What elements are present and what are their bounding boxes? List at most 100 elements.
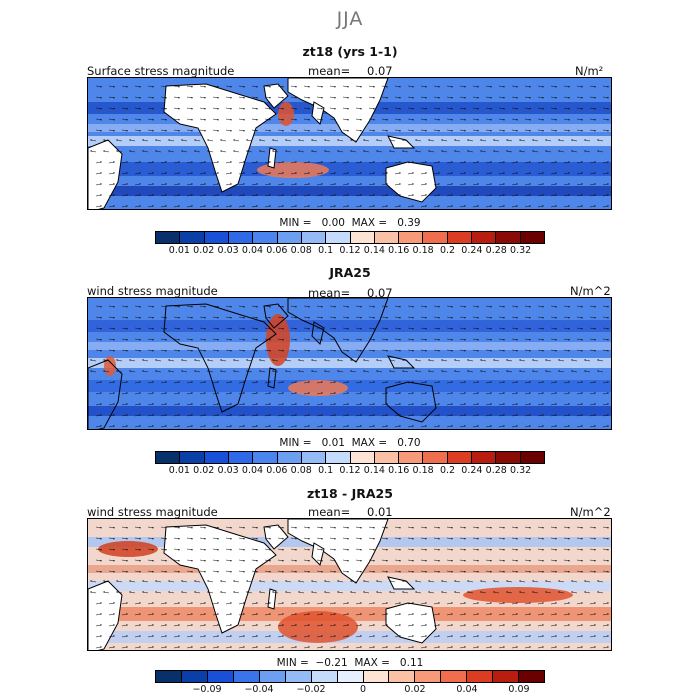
wind-vector: [563, 183, 569, 186]
wind-vector: [381, 559, 387, 562]
wind-vector: [381, 403, 387, 406]
wind-vector-head: [100, 571, 102, 573]
wind-vector: [303, 403, 309, 406]
wind-vector: [381, 414, 387, 417]
wind-vector-head: [399, 317, 401, 319]
wind-vector: [134, 526, 140, 529]
land-asia: [287, 519, 389, 584]
wind-vector-head: [230, 86, 232, 88]
wind-vector: [195, 580, 201, 583]
wind-vector-head: [90, 359, 92, 361]
wind-vector: [303, 338, 309, 341]
panel-2-field-label: wind stress magnitude: [87, 284, 218, 298]
wind-vector-head: [542, 328, 544, 330]
wind-vector-head: [295, 392, 297, 394]
wind-vector: [299, 591, 305, 594]
wind-vector: [390, 139, 396, 142]
wind-vector: [329, 194, 335, 197]
wind-vector-head: [311, 580, 313, 582]
wind-vector-head: [529, 119, 531, 121]
wind-vector: [537, 161, 543, 164]
wind-vector: [290, 107, 296, 110]
wind-vector: [407, 205, 413, 208]
wind-vector-head: [581, 339, 583, 341]
wind-vector-head: [152, 350, 154, 352]
wind-vector: [273, 580, 279, 583]
wind-vector: [485, 205, 491, 208]
wind-vector: [108, 392, 114, 395]
wind-vector-head: [256, 392, 258, 394]
wind-vector: [238, 425, 244, 428]
wind-vector-head: [360, 306, 362, 308]
wind-vector: [524, 172, 530, 175]
wind-vector: [524, 381, 530, 384]
wind-vector-head: [178, 339, 180, 341]
wind-vector-head: [490, 613, 492, 615]
wind-vector-head: [295, 549, 297, 551]
wind-vector: [95, 183, 101, 186]
wind-vector-head: [295, 538, 297, 540]
wind-vector-head: [334, 172, 336, 174]
wind-vector: [329, 316, 335, 319]
wind-vector: [329, 96, 335, 99]
wind-vector: [108, 635, 114, 638]
wind-vector: [394, 327, 400, 330]
wind-vector: [186, 129, 192, 132]
wind-vector: [342, 338, 348, 341]
wind-vector-head: [139, 205, 141, 207]
wind-vector: [238, 548, 244, 551]
panel-2-stats: MIN = 0.01 MAX = 0.70: [279, 437, 421, 449]
wind-vector-head: [152, 306, 154, 308]
wind-vector-head: [337, 591, 339, 593]
wind-vector: [264, 349, 270, 352]
wind-vector-head: [503, 392, 505, 394]
panel-3-map: [87, 518, 612, 651]
wind-vector-head: [311, 591, 313, 593]
wind-vector-head: [321, 635, 323, 637]
wind-vector: [472, 381, 478, 384]
panel-2-map: [87, 297, 612, 430]
wind-vector: [342, 624, 348, 627]
wind-vector: [485, 338, 491, 341]
wind-vector: [446, 129, 452, 132]
wind-vector: [195, 150, 201, 153]
wind-vector: [329, 129, 335, 132]
wind-vector-head: [308, 317, 310, 319]
wind-vector-head: [490, 328, 492, 330]
wind-vector: [121, 96, 127, 99]
wind-vector: [108, 338, 114, 341]
wind-vector-head: [243, 425, 245, 427]
wind-vector: [394, 338, 400, 341]
wind-vector-head: [165, 194, 167, 196]
wind-vector: [186, 537, 192, 540]
wind-vector: [498, 570, 504, 573]
wind-vector-head: [360, 317, 362, 319]
colorbar-tick-label: 0.18: [412, 245, 434, 256]
wind-vector: [338, 580, 344, 583]
wind-vector-head: [373, 602, 375, 604]
wind-vector-head: [126, 527, 128, 529]
wind-vector: [104, 370, 110, 373]
wind-vector-head: [386, 328, 388, 330]
wind-vector-head: [139, 646, 141, 648]
wind-vector: [130, 150, 136, 153]
contour-band: [88, 162, 611, 176]
wind-vector-head: [568, 328, 570, 330]
wind-vector: [199, 381, 205, 384]
wind-vector: [433, 570, 439, 573]
wind-vector: [95, 107, 101, 110]
wind-vector: [368, 118, 374, 121]
wind-vector-head: [204, 635, 206, 637]
wind-vector-head: [191, 108, 193, 110]
wind-vector-head: [282, 613, 284, 615]
wind-vector: [485, 161, 491, 164]
wind-vector: [225, 646, 231, 649]
wind-vector-head: [441, 591, 443, 593]
colorbar-swatch: [204, 452, 229, 463]
wind-vector: [134, 129, 140, 132]
wind-vector: [420, 327, 426, 330]
wind-vector-head: [386, 183, 388, 185]
wind-vector: [134, 646, 140, 649]
wind-vector: [290, 624, 296, 627]
wind-vector-head: [178, 183, 180, 185]
